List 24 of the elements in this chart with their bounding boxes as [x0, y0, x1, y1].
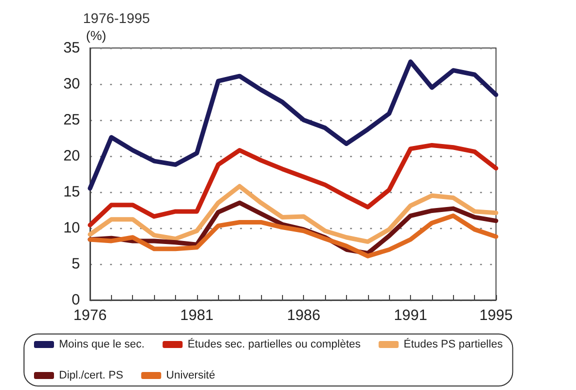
x-tick-label: 1991 — [394, 307, 428, 324]
legend-label: Études sec. partielles ou complètes — [188, 338, 362, 350]
y-tick-label: 15 — [63, 184, 80, 200]
y-axis-title: (%) — [86, 28, 106, 43]
y-tick-label: 10 — [63, 220, 80, 236]
line-series — [88, 59, 498, 191]
y-tick-label: 35 — [63, 40, 80, 56]
x-tick-label: 1986 — [286, 307, 320, 324]
legend-label: Université — [166, 370, 216, 382]
legend-label: Études PS partielles — [404, 338, 504, 350]
line-series — [88, 184, 498, 244]
legend-label: Dipl./cert. PS — [59, 370, 124, 382]
x-tick-label: 1981 — [180, 307, 214, 324]
y-tick-label: 20 — [63, 148, 80, 164]
x-tick-label: 1995 — [479, 307, 513, 324]
y-tick-label: 30 — [63, 76, 80, 92]
y-tick-label: 0 — [72, 292, 80, 308]
y-tick-label: 5 — [72, 256, 80, 272]
legend-label: Moins que le sec. — [59, 338, 145, 350]
chart-title: 1976-1995 — [83, 10, 150, 26]
line-series — [88, 214, 498, 258]
x-tick-label: 1976 — [73, 307, 107, 324]
line-series — [88, 142, 498, 228]
y-tick-label: 25 — [63, 112, 80, 128]
